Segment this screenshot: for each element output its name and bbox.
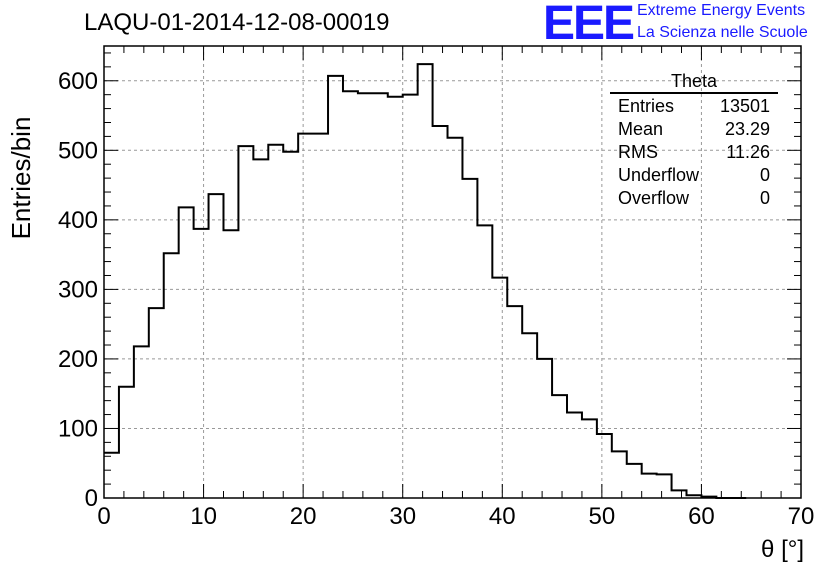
stats-row: Underflow 0 — [610, 164, 778, 187]
stats-label: Overflow — [618, 188, 690, 208]
stats-box: Theta Entries 13501 Mean 23.29 RMS 11.26 Un… — [610, 70, 778, 210]
histogram-bin — [238, 146, 253, 498]
plot-frame — [103, 45, 802, 499]
histogram-bin — [298, 134, 313, 498]
y-tick-label: 100 — [58, 415, 98, 442]
histogram-bin — [104, 453, 119, 498]
histogram-outline — [104, 63, 747, 499]
x-tick-label: 40 — [489, 503, 516, 530]
stats-value: 23.29 — [724, 119, 770, 139]
grid — [104, 46, 801, 498]
histogram-bin — [403, 95, 418, 498]
histogram-bin — [597, 434, 612, 498]
stats-label: RMS — [618, 142, 658, 162]
x-tick-label: 10 — [190, 503, 217, 530]
axis-ticks — [103, 46, 802, 499]
histogram-bin — [433, 126, 448, 498]
histogram-bin — [209, 194, 224, 498]
stats-row: Entries 13501 — [610, 95, 778, 118]
y-tick-label: 0 — [85, 485, 98, 512]
stats-value: 0 — [759, 165, 770, 185]
histogram-bin — [253, 159, 268, 498]
stats-label: Entries — [618, 96, 675, 116]
histogram-bin — [448, 138, 463, 498]
histogram-bin — [522, 333, 537, 498]
histogram-bin — [194, 229, 209, 498]
histogram-bin — [343, 91, 358, 498]
x-axis-label: θ [°] — [761, 536, 804, 563]
histogram-bin — [119, 387, 134, 498]
histogram-bin — [373, 93, 388, 498]
stats-row: Overflow 0 — [610, 187, 778, 210]
y-tick-label: 500 — [58, 137, 98, 164]
histogram-bin — [134, 346, 149, 498]
histogram-bin — [657, 474, 672, 498]
tick-labels: 0 10 20 30 40 50 60 70 0 100 200 300 400 500 600 — [58, 68, 814, 530]
histogram-bin — [418, 64, 433, 498]
histogram-bin — [462, 179, 477, 498]
histogram-bin — [283, 152, 298, 498]
histogram-bin — [477, 225, 492, 498]
histogram-bin — [507, 306, 522, 498]
histogram-bin — [313, 134, 328, 498]
y-axis-label: Entries/bin — [6, 117, 36, 240]
x-tick-label: 50 — [589, 503, 616, 530]
stats-value: 11.26 — [726, 142, 770, 162]
stats-label: Underflow — [618, 165, 700, 185]
histogram-bin — [627, 464, 642, 498]
x-tick-label: 60 — [688, 503, 715, 530]
histogram-bin — [612, 451, 627, 498]
y-tick-label: 300 — [58, 276, 98, 303]
y-tick-label: 200 — [58, 346, 98, 373]
histogram-bin — [492, 278, 507, 498]
histogram-bin — [388, 97, 403, 498]
histogram-bin — [223, 230, 238, 498]
histogram-bin — [582, 419, 597, 498]
stats-value: 13501 — [719, 96, 770, 116]
eee-logo: EEE — [543, 0, 635, 50]
histogram-bin — [268, 145, 283, 498]
histogram-bin — [552, 395, 567, 498]
histogram-bin — [179, 207, 194, 498]
logo-text-line1: Extreme Energy Events — [637, 2, 806, 19]
histogram-bin — [164, 253, 179, 498]
stats-row: Mean 23.29 — [610, 118, 778, 141]
histogram-bin — [567, 412, 582, 498]
x-tick-label: 0 — [97, 503, 110, 530]
histogram-bin — [358, 93, 373, 498]
stats-title: Theta — [610, 70, 778, 94]
y-tick-label: 600 — [58, 68, 98, 95]
histogram-bin — [672, 490, 687, 498]
y-tick-label: 400 — [58, 207, 98, 234]
stats-row: RMS 11.26 — [610, 141, 778, 164]
x-tick-label: 20 — [290, 503, 317, 530]
stats-label: Mean — [618, 119, 664, 139]
chart-title: LAQU-01-2014-12-08-00019 — [84, 9, 390, 36]
logo-text-line2: La Scienza nelle Scuole — [637, 24, 808, 41]
histogram-series — [104, 63, 747, 499]
histogram-bin — [149, 308, 164, 498]
histogram-bin — [328, 76, 343, 498]
x-tick-label: 70 — [788, 503, 815, 530]
histogram-bin — [642, 474, 657, 498]
stats-value: 0 — [759, 188, 770, 208]
x-tick-label: 30 — [389, 503, 416, 530]
